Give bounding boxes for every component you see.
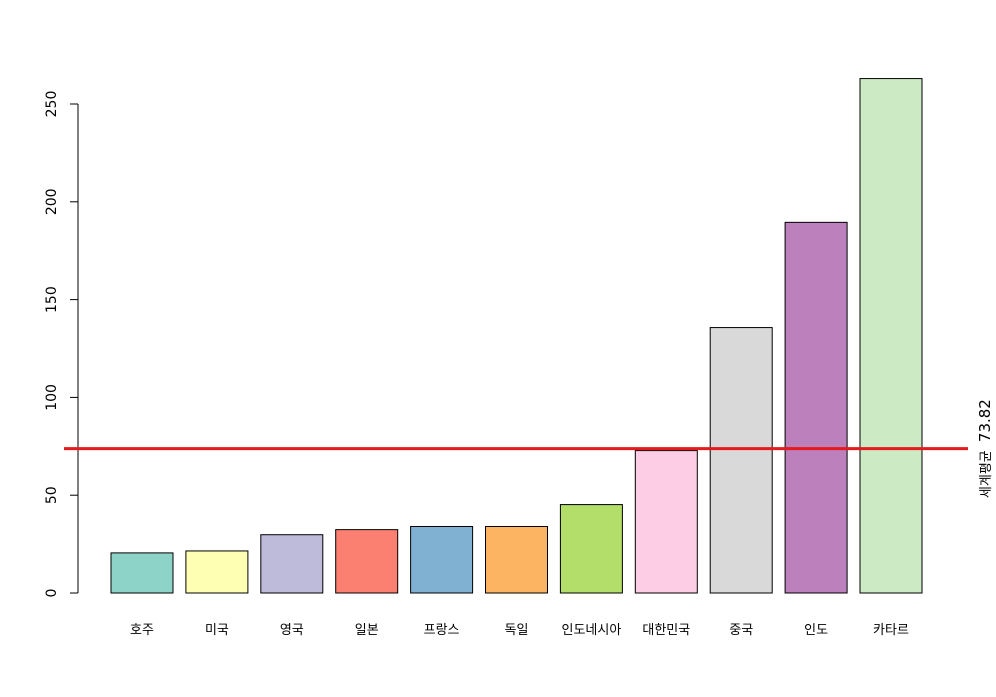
bar — [559, 504, 623, 594]
y-tick-label: 200 — [44, 188, 60, 215]
category-label: 프랑스 — [424, 623, 460, 638]
bar — [634, 450, 698, 594]
category-label: 인도네시아 — [561, 623, 621, 638]
bar — [859, 78, 923, 594]
category-label: 카타르 — [873, 623, 909, 638]
bar — [410, 525, 474, 594]
category-label: 인도 — [804, 623, 828, 638]
category-label: 독일 — [505, 623, 529, 638]
bar — [709, 327, 773, 594]
y-axis: 0 50 100 150 200 250 — [44, 91, 79, 598]
y-tick-label: 100 — [44, 384, 60, 411]
category-label: 호주 — [130, 623, 154, 638]
bar — [185, 550, 249, 594]
category-label: 일본 — [355, 623, 379, 638]
bar — [784, 221, 848, 594]
bar — [335, 529, 399, 594]
bars — [110, 78, 923, 594]
y-tick-label: 150 — [44, 286, 60, 313]
category-label: 중국 — [729, 623, 753, 638]
bar — [485, 525, 548, 594]
y-tick-label: 250 — [44, 91, 60, 118]
world-average-label-prefix: 세계평균 — [979, 450, 994, 498]
category-label: 미국 — [205, 623, 229, 638]
y-tick-label: 50 — [44, 486, 60, 504]
world-average-label: 세계평균 73.82 — [976, 399, 994, 498]
category-label: 영국 — [280, 623, 304, 638]
bar — [110, 552, 174, 594]
bar — [260, 534, 324, 594]
world-average-label-value: 73.82 — [976, 399, 994, 442]
category-labels: 호주 미국 영국 일본 프랑스 독일 인도네시아 대한민국 중국 인도 카타르 — [130, 623, 909, 638]
category-label: 대한민국 — [642, 623, 690, 638]
y-tick-label: 0 — [44, 589, 60, 598]
